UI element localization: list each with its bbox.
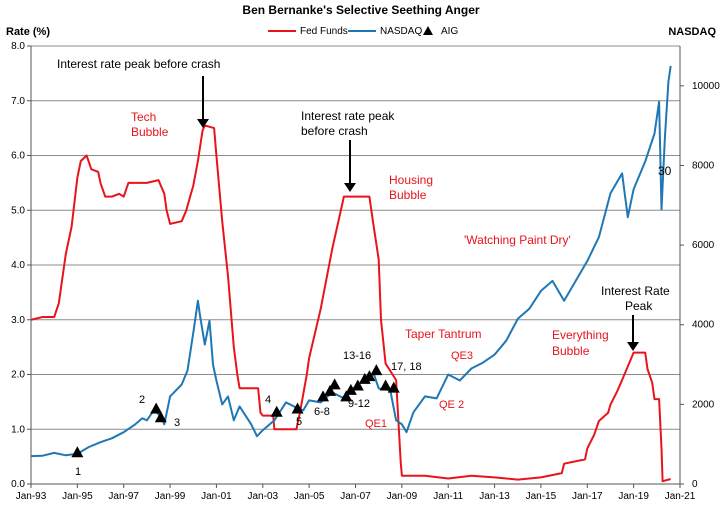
x-tick-label: Jan-21 xyxy=(665,491,696,502)
x-tick-label: Jan-19 xyxy=(618,491,649,502)
x-tick-label: Jan-01 xyxy=(201,491,232,502)
annotation-rate-peak-3b: Peak xyxy=(625,299,653,313)
aig-marker xyxy=(328,378,341,390)
aig-marker xyxy=(340,390,353,402)
annotation-watching-paint-dry: 'Watching Paint Dry' xyxy=(464,233,571,247)
annotation-arrows xyxy=(197,76,639,351)
aig-marker xyxy=(317,390,330,402)
y-left-tick-label: 7.0 xyxy=(11,96,25,107)
x-tick-label: Jan-11 xyxy=(433,491,463,502)
x-tick-label: Jan-95 xyxy=(62,491,93,502)
chart-title: Ben Bernanke's Selective Seething Anger xyxy=(242,3,479,17)
y-left-tick-label: 6.0 xyxy=(11,151,25,162)
aig-marker xyxy=(71,446,84,458)
x-tick-label: Jan-97 xyxy=(108,491,139,502)
annotation-tech: Tech xyxy=(131,110,156,124)
aig-marker xyxy=(387,381,400,393)
x-tick-label: Jan-05 xyxy=(294,491,325,502)
arrow-everything-peak-head xyxy=(627,342,639,351)
y-left-tick-label: 1.0 xyxy=(11,424,25,435)
aig-marker xyxy=(379,379,392,391)
aig-label-2: 2 xyxy=(139,394,145,406)
legend-label-nasdaq: NASDAQ xyxy=(380,26,422,37)
aig-marker xyxy=(344,383,357,395)
annotation-qe3: QE3 xyxy=(451,350,473,362)
y-left-tick-label: 0.0 xyxy=(11,479,25,490)
y-right-tick-label: 6000 xyxy=(692,240,715,251)
legend: Fed Funds NASDAQ AIG xyxy=(268,26,458,37)
axes: 0.0 1.0 2.0 3.0 4.0 5.0 6.0 7.0 8.0 0 2000 4000 6000… xyxy=(11,41,720,502)
aig-marker xyxy=(270,405,283,417)
y-right-tick-label: 10000 xyxy=(692,81,720,92)
annotation-tech-bubble: Bubble xyxy=(131,125,169,139)
series-line-fed-funds xyxy=(30,124,671,483)
y-left-tick-label: 4.0 xyxy=(11,260,25,271)
aig-marker xyxy=(154,411,167,423)
legend-label-aig: AIG xyxy=(441,26,458,37)
x-tick-label: Jan-15 xyxy=(526,491,557,502)
annotation-housing: Housing xyxy=(389,173,433,187)
y-left-tick-label: 3.0 xyxy=(11,315,25,326)
annotation-everything-bubble: Bubble xyxy=(552,344,590,358)
x-tick-label: Jan-09 xyxy=(387,491,418,502)
annotation-rate-peak-3a: Interest Rate xyxy=(601,284,670,298)
arrow-housing-peak-head xyxy=(344,183,356,192)
y-right-tick-label: 4000 xyxy=(692,320,715,331)
annotation-qe2: QE 2 xyxy=(439,399,464,411)
legend-label-fed-funds: Fed Funds xyxy=(300,26,348,37)
aig-marker xyxy=(370,364,383,376)
aig-marker xyxy=(291,402,304,414)
x-tick-label: Jan-13 xyxy=(479,491,510,502)
aig-label-1: 1 xyxy=(75,466,81,478)
aig-marker xyxy=(150,402,163,414)
aig-markers xyxy=(71,364,400,458)
aig-label-3: 3 xyxy=(174,417,180,429)
aig-label-6-8: 6-8 xyxy=(314,406,330,418)
aig-marker xyxy=(324,384,337,396)
y-axis-left-label: Rate (%) xyxy=(6,26,50,38)
y-axis-right-label: NASDAQ xyxy=(668,26,716,38)
annotation-rate-peak-2b: before crash xyxy=(301,124,368,138)
y-left-tick-label: 8.0 xyxy=(11,41,25,52)
arrow-tech-peak-head xyxy=(197,119,209,128)
x-tick-label: Jan-99 xyxy=(155,491,186,502)
y-right-tick-label: 0 xyxy=(692,479,698,490)
aig-label-13-16: 13-16 xyxy=(343,350,371,362)
aig-marker xyxy=(363,370,376,382)
aig-marker xyxy=(351,379,364,391)
legend-marker-aig xyxy=(423,26,433,35)
annotations: Interest rate peak before crash Tech Bub… xyxy=(57,57,672,478)
annotation-30: 30 xyxy=(658,164,672,178)
annotation-everything: Everything xyxy=(552,328,609,342)
y-left-tick-label: 5.0 xyxy=(11,205,25,216)
x-tick-label: Jan-03 xyxy=(247,491,278,502)
annotation-rate-peak-1: Interest rate peak before crash xyxy=(57,57,220,71)
annotation-rate-peak-2a: Interest rate peak xyxy=(301,109,395,123)
y-right-tick-label: 8000 xyxy=(692,160,715,171)
x-tick-label: Jan-07 xyxy=(340,491,371,502)
aig-label-5: 5 xyxy=(296,416,302,428)
x-tick-label: Jan-17 xyxy=(572,491,603,502)
y-left-tick-label: 2.0 xyxy=(11,370,25,381)
y-right-tick-label: 2000 xyxy=(692,399,715,410)
aig-label-4: 4 xyxy=(265,394,271,406)
annotation-housing-bubble: Bubble xyxy=(389,188,427,202)
annotation-qe1: QE1 xyxy=(365,418,387,430)
x-tick-label: Jan-93 xyxy=(16,491,47,502)
aig-label-9-12: 9-12 xyxy=(348,398,370,410)
annotation-taper-tantrum: Taper Tantrum xyxy=(405,327,481,341)
aig-label-17-18: 17, 18 xyxy=(391,361,422,373)
grid xyxy=(31,45,680,430)
